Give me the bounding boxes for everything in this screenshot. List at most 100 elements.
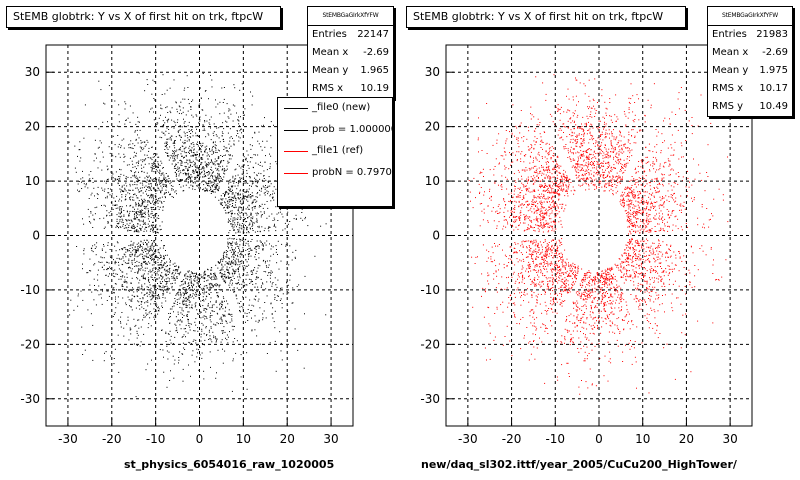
scatter-point — [160, 282, 162, 284]
scatter-point — [81, 326, 83, 328]
scatter-point — [509, 152, 510, 154]
scatter-point — [271, 213, 273, 215]
scatter-point — [180, 328, 182, 330]
scatter-point — [227, 313, 229, 315]
x-tick-label: 0 — [196, 432, 204, 446]
scatter-point — [137, 189, 139, 191]
scatter-point — [240, 116, 241, 118]
scatter-point — [154, 165, 156, 167]
scatter-point — [229, 331, 230, 333]
scatter-point — [154, 204, 156, 206]
scatter-point — [211, 161, 213, 163]
scatter-point — [134, 258, 135, 260]
scatter-point — [245, 290, 247, 292]
scatter-point — [107, 242, 109, 244]
scatter-point — [248, 196, 250, 198]
scatter-point — [222, 259, 224, 261]
scatter-point — [154, 315, 156, 317]
scatter-point — [209, 288, 211, 290]
scatter-point — [261, 285, 262, 287]
scatter-point — [205, 190, 207, 191]
scatter-point — [136, 260, 138, 262]
scatter-point — [266, 190, 268, 192]
scatter-point — [127, 176, 129, 178]
scatter-point — [123, 260, 125, 262]
scatter-point — [109, 152, 111, 154]
scatter-point — [678, 92, 680, 94]
scatter-point — [108, 192, 110, 194]
scatter-point — [251, 185, 252, 187]
scatter-point — [150, 177, 152, 179]
scatter-point — [119, 168, 120, 170]
scatter-point — [148, 215, 150, 217]
scatter-point — [256, 270, 258, 272]
scatter-point — [612, 186, 614, 187]
scatter-point — [584, 294, 585, 296]
scatter-point — [154, 188, 156, 190]
scatter-point — [232, 261, 234, 263]
scatter-point — [252, 95, 254, 97]
scatter-point — [574, 276, 575, 278]
scatter-point — [214, 161, 216, 163]
scatter-point — [183, 295, 185, 297]
scatter-point — [192, 135, 194, 137]
scatter-point — [156, 122, 158, 124]
scatter-point — [216, 127, 218, 129]
scatter-point — [101, 297, 102, 299]
scatter-point — [255, 201, 257, 203]
scatter-point — [552, 303, 554, 305]
scatter-point — [184, 291, 186, 293]
scatter-point — [228, 220, 230, 221]
scatter-point — [144, 181, 146, 183]
scatter-point — [188, 147, 190, 149]
scatter-point — [228, 189, 230, 191]
scatter-point — [110, 257, 112, 258]
scatter-point — [155, 165, 157, 167]
scatter-point — [136, 217, 138, 219]
scatter-point — [180, 164, 182, 166]
scatter-point — [498, 221, 500, 223]
scatter-point — [255, 278, 257, 280]
scatter-point — [159, 349, 161, 351]
scatter-point — [201, 343, 203, 344]
scatter-point — [124, 123, 126, 125]
scatter-point — [126, 223, 128, 225]
scatter-point — [118, 176, 120, 177]
scatter-point — [229, 314, 231, 316]
scatter-point — [238, 120, 240, 122]
scatter-point — [165, 177, 167, 179]
scatter-point — [209, 338, 211, 339]
scatter-point — [187, 296, 189, 298]
scatter-point — [145, 301, 147, 303]
scatter-point — [136, 216, 138, 218]
scatter-point — [143, 205, 145, 207]
scatter-point — [140, 214, 142, 216]
scatter-point — [87, 208, 89, 210]
scatter-point — [208, 331, 210, 333]
scatter-point — [216, 135, 218, 137]
scatter-point — [181, 309, 183, 311]
scatter-point — [475, 256, 477, 258]
scatter-point — [134, 230, 136, 232]
scatter-point — [601, 274, 602, 276]
scatter-point — [93, 219, 95, 221]
scatter-point — [118, 153, 120, 155]
scatter-point — [239, 194, 241, 196]
scatter-point — [629, 274, 631, 276]
scatter-point — [168, 268, 170, 270]
scatter-point — [138, 211, 140, 213]
scatter-point — [612, 296, 614, 298]
scatter-point — [591, 301, 593, 303]
scatter-point — [248, 224, 250, 226]
scatter-point — [151, 298, 153, 300]
scatter-point — [207, 268, 208, 270]
scatter-point — [182, 145, 184, 147]
scatter-point — [129, 205, 131, 207]
scatter-point — [228, 260, 230, 262]
scatter-point — [257, 321, 259, 323]
scatter-point — [274, 219, 276, 221]
scatter-point — [215, 106, 217, 108]
scatter-point — [151, 185, 152, 187]
scatter-point — [100, 256, 102, 258]
scatter-point — [218, 170, 220, 172]
